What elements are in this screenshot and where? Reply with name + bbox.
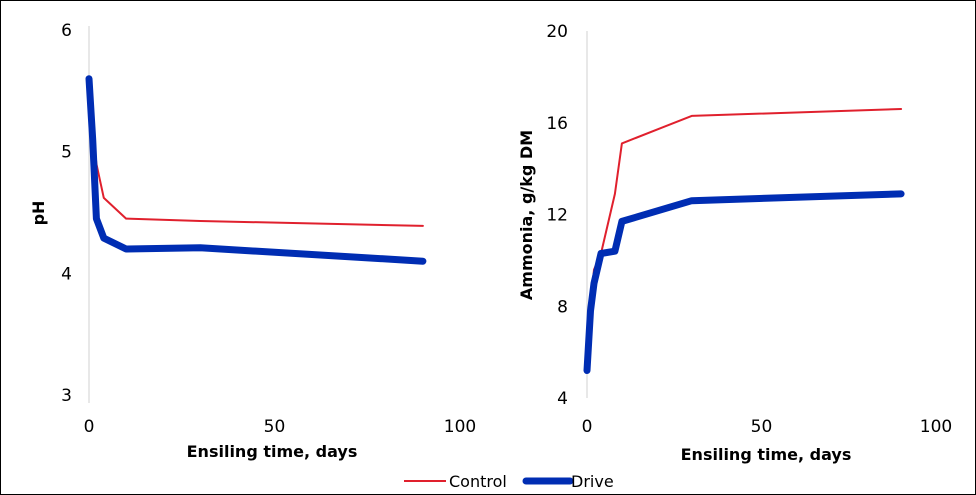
ph-x-tick-label: 0 [84,417,95,437]
ph-series [85,75,427,265]
ammonia-series-drive-line [583,190,905,374]
ph-y-tick-label: 4 [61,264,72,284]
legend-drive-label: Drive [571,472,614,491]
ph-x-tick-label: 100 [444,417,476,437]
ammonia-x-ticks: 0 50 100 [582,417,953,437]
ammonia-y-tick-label: 12 [546,206,568,226]
legend-control-label: Control [449,472,507,491]
ph-x-axis-title: Ensiling time, days [187,442,358,461]
ammonia-series-control-line [586,108,903,372]
ph-x-tick-label: 50 [264,417,286,437]
ph-y-tick-label: 5 [61,143,72,163]
ammonia-y-tick-label: 8 [557,297,568,317]
ph-chart: 3 4 5 6 0 50 100 Ensiling time, days pH [29,21,476,461]
ammonia-series [583,108,905,374]
ammonia-y-axis-title: Ammonia, g/kg DM [517,130,536,300]
ammonia-chart: 4 8 12 16 20 0 50 100 Ensiling time, days Ammo… [517,22,952,464]
ph-y-ticks: 3 4 5 6 [61,21,72,406]
ammonia-y-tick-label: 20 [546,22,568,42]
ammonia-y-ticks: 4 8 12 16 20 [546,22,568,409]
legend: Control Drive [404,472,614,491]
ph-series-control-line [88,77,424,227]
ammonia-x-tick-label: 0 [582,417,593,437]
ammonia-y-tick-label: 4 [557,389,568,409]
ammonia-x-axis-title: Ensiling time, days [681,445,852,464]
ammonia-x-tick-label: 100 [920,417,952,437]
ph-y-axis-title: pH [29,201,48,226]
ph-series-drive-line [85,75,427,265]
ph-y-tick-label: 6 [61,21,72,41]
ph-y-tick-label: 3 [61,386,72,406]
ammonia-x-tick-label: 50 [751,417,773,437]
ammonia-y-tick-label: 16 [546,114,568,134]
ph-x-ticks: 0 50 100 [84,417,477,437]
